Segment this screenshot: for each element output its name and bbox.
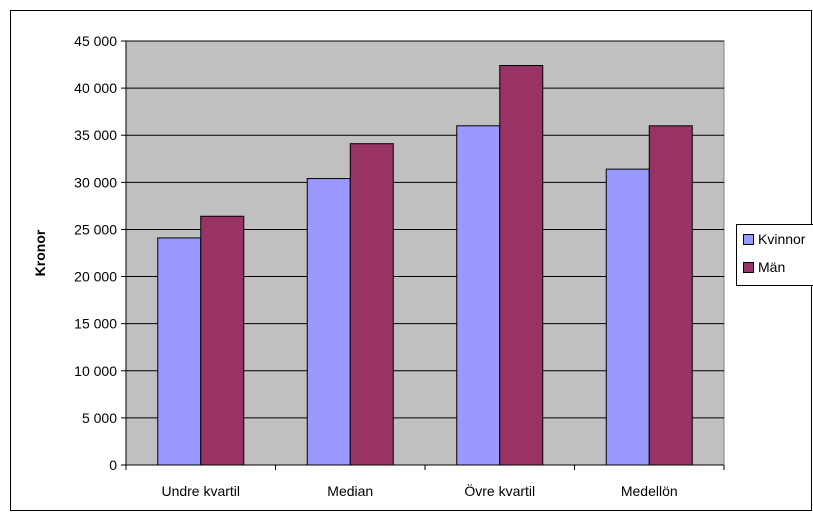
- x-tick-label: Undre kvartil: [161, 483, 240, 499]
- y-tick-label: 10 000: [74, 363, 117, 379]
- bar: [456, 125, 501, 466]
- x-tick-label: Median: [327, 483, 373, 499]
- legend: Kvinnor Män: [736, 224, 813, 286]
- bar: [349, 143, 394, 466]
- legend-swatch-kvinnor: [743, 233, 754, 245]
- bar: [499, 64, 544, 466]
- legend-item-man: Män: [743, 259, 785, 275]
- legend-label-kvinnor: Kvinnor: [758, 231, 806, 247]
- legend-swatch-man: [743, 261, 754, 273]
- y-tick-label: 35 000: [74, 127, 117, 143]
- x-tick-label: Övre kvartil: [464, 482, 535, 499]
- x-tick-label: Medellön: [621, 483, 678, 499]
- y-tick-label: 20 000: [74, 269, 117, 285]
- y-axis-label: Kronor: [32, 229, 48, 276]
- bar: [306, 178, 351, 466]
- y-tick-label: 5 000: [82, 410, 117, 426]
- bar: [200, 215, 245, 466]
- y-tick-label: 30 000: [74, 174, 117, 190]
- bar: [157, 237, 202, 466]
- bar: [648, 125, 693, 466]
- y-tick-label: 15 000: [74, 316, 117, 332]
- y-tick-label: 25 000: [74, 221, 117, 237]
- y-tick-label: 45 000: [74, 33, 117, 49]
- y-tick-label: 40 000: [74, 80, 117, 96]
- y-tick-label: 0: [109, 457, 117, 473]
- legend-item-kvinnor: Kvinnor: [743, 231, 805, 247]
- bar: [605, 168, 650, 466]
- legend-label-man: Män: [758, 259, 786, 275]
